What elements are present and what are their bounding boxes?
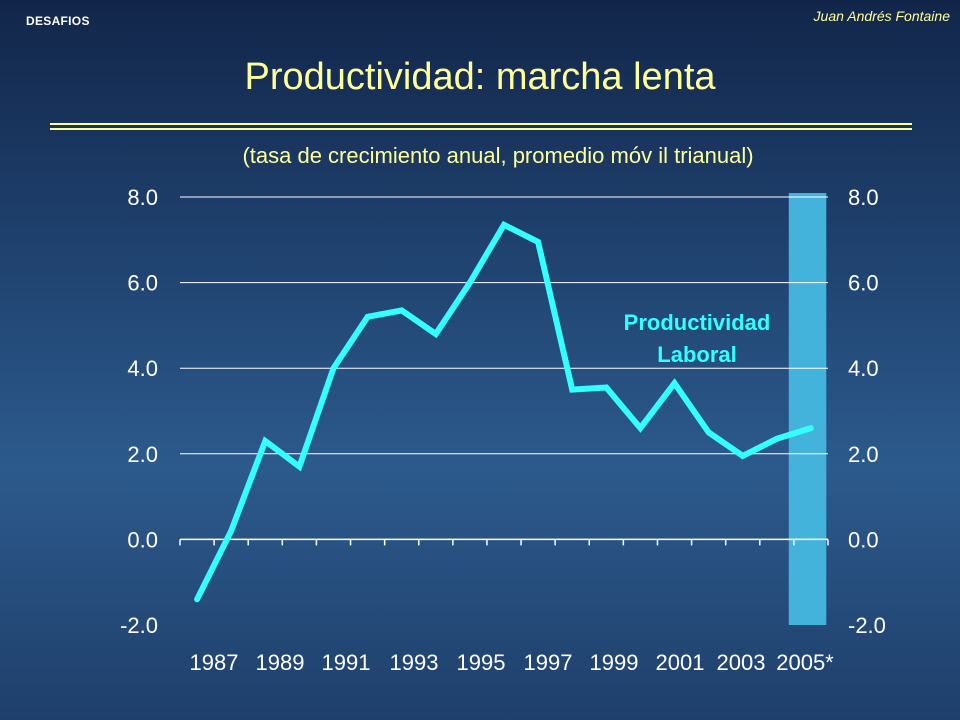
series-line-productividad (194, 220, 814, 603)
y-tick-label-right-3: 2.0 (848, 442, 879, 467)
x-tick-label-4: 1995 (457, 650, 506, 675)
plot-area: 8.0 6.0 4.0 2.0 0.0 -2.0 8.0 6.0 4.0 2.0 0.0 -2.0 19… (120, 185, 886, 675)
y-tick-label-left-2: 4.0 (127, 356, 158, 381)
x-tick-label-5: 1997 (524, 650, 573, 675)
shaded-band (788, 193, 827, 625)
y-tick-label-left-5: -2.0 (120, 613, 158, 638)
x-tick-label-7: 2001 (656, 650, 705, 675)
page-title: Productividad: marcha lenta (244, 56, 716, 98)
chart-subtitle: (tasa de crecimiento anual, promedio móv… (242, 143, 753, 168)
annotation-line-2: Laboral (657, 342, 736, 367)
x-tick-label-2: 1991 (322, 650, 371, 675)
y-tick-label-left-1: 6.0 (127, 271, 158, 296)
y-tick-label-right-5: -2.0 (848, 613, 886, 638)
author-label: Juan Andrés Fontaine (813, 8, 950, 24)
y-tick-label-right-0: 8.0 (848, 185, 879, 210)
x-tick-label-9: 2005* (776, 650, 834, 675)
y-tick-label-right-2: 4.0 (848, 356, 879, 381)
y-tick-label-left-0: 8.0 (127, 185, 158, 210)
x-tick-label-3: 1993 (390, 650, 439, 675)
y-tick-label-right-4: 0.0 (848, 527, 879, 552)
x-tick-label-6: 1999 (590, 650, 639, 675)
y-tick-label-left-4: 0.0 (127, 527, 158, 552)
y-tick-label-left-3: 2.0 (127, 442, 158, 467)
x-tick-label-8: 2003 (717, 650, 766, 675)
x-tick-label-1: 1989 (256, 650, 305, 675)
annotation-line-1: Productividad (624, 310, 771, 335)
y-tick-label-right-1: 6.0 (848, 271, 879, 296)
x-tick-label-0: 1987 (190, 650, 239, 675)
brand-label: DESAFIOS (26, 14, 90, 28)
